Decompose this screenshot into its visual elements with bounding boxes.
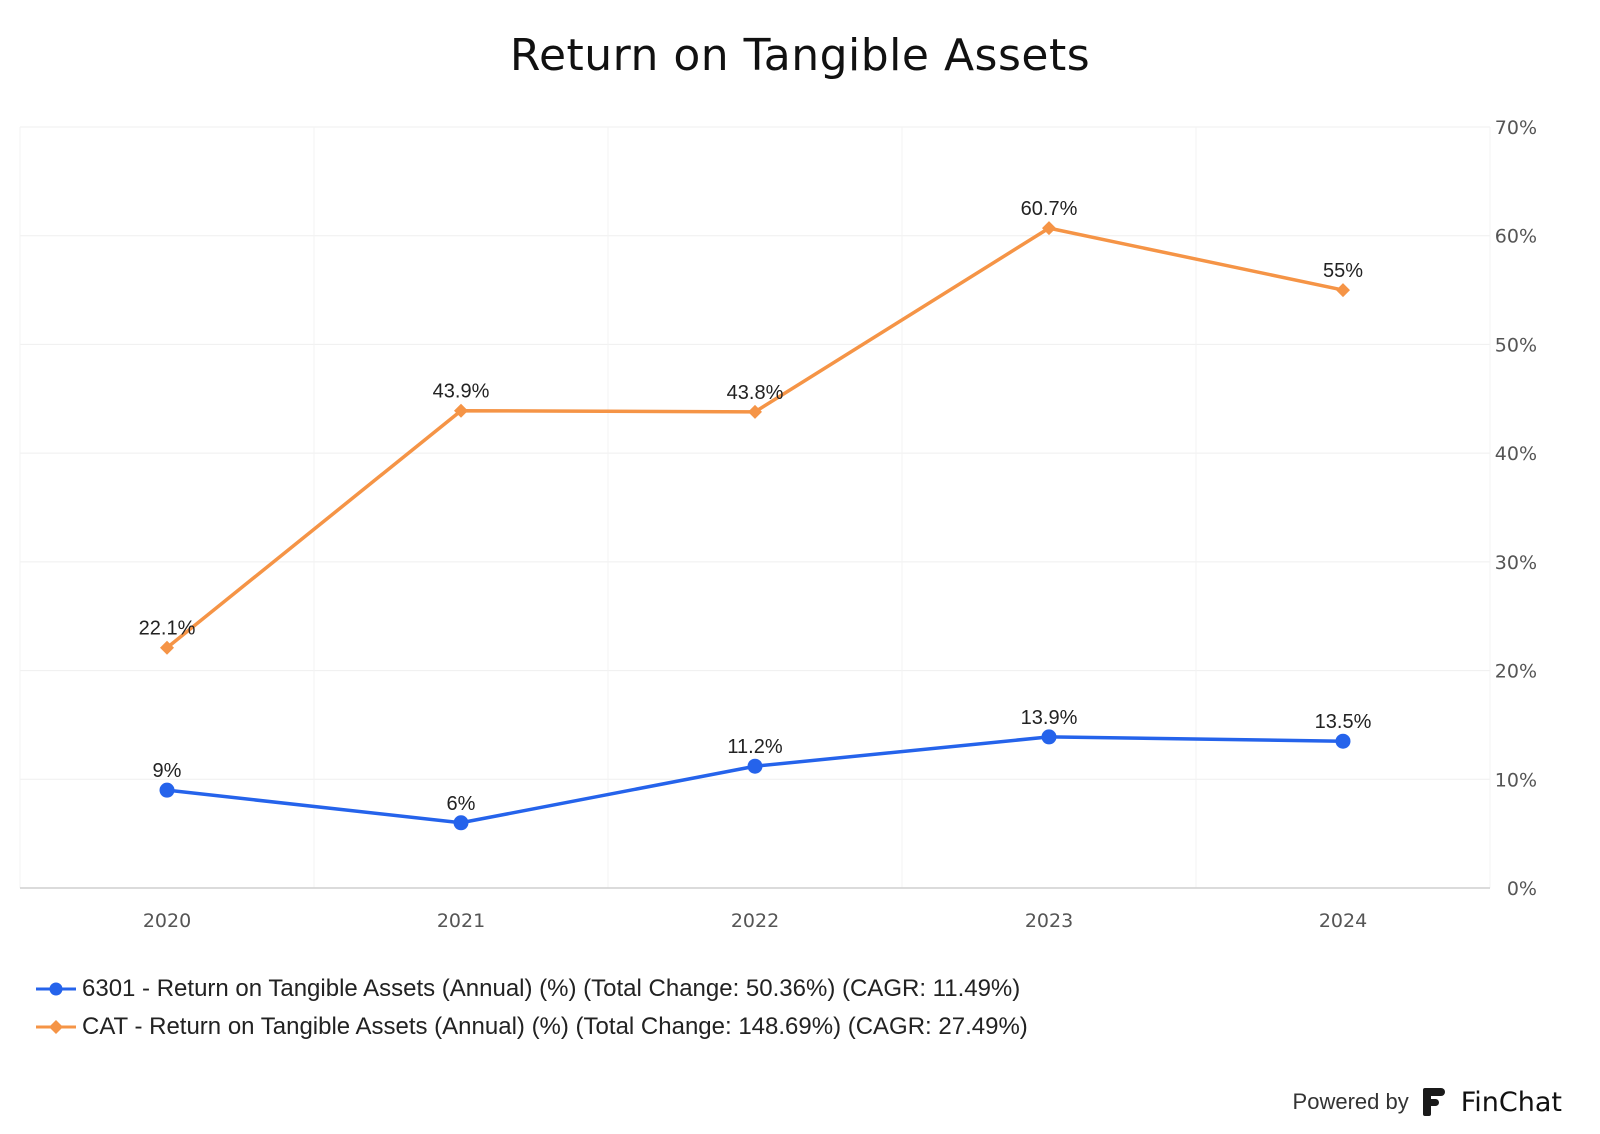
powered-by-label: Powered by <box>1292 1089 1409 1114</box>
y-tick-label: 40% <box>1495 443 1537 465</box>
data-label-1: 60.7% <box>1021 198 1078 220</box>
data-label-0: 13.5% <box>1315 711 1372 733</box>
legend-item-6301[interactable]: 6301 - Return on Tangible Assets (Annual… <box>36 970 1028 1008</box>
line-chart: 0% 10% 20% 30% 40% 50% 60% 70% 2020 2021 2022 2023 2… <box>19 117 1537 932</box>
data-label-1: 22.1% <box>139 618 196 640</box>
series-line-1 <box>165 226 1344 650</box>
y-tick-label: 10% <box>1495 769 1537 791</box>
data-label-1: 43.8% <box>727 382 784 404</box>
data-point-0[interactable] <box>747 758 763 774</box>
data-label-0: 9% <box>153 760 182 782</box>
y-tick-label: 60% <box>1495 226 1537 248</box>
data-label-0: 11.2% <box>727 736 782 758</box>
legend-swatch-6301 <box>36 982 76 996</box>
data-label-1: 55% <box>1323 260 1363 282</box>
data-point-1[interactable] <box>1042 221 1056 236</box>
y-tick-label: 50% <box>1495 334 1537 356</box>
chart-legend: 6301 - Return on Tangible Assets (Annual… <box>36 970 1028 1046</box>
powered-by-finchat[interactable]: Powered by FinChat <box>1293 1086 1562 1118</box>
data-point-1[interactable] <box>1336 283 1350 298</box>
x-tick-label: 2020 <box>143 910 191 932</box>
data-point-1[interactable] <box>160 640 174 655</box>
data-label-0: 13.9% <box>1021 707 1078 729</box>
legend-label-cat: CAT - Return on Tangible Assets (Annual)… <box>82 1013 1028 1040</box>
y-tick-label: 30% <box>1495 552 1537 574</box>
legend-swatch-cat <box>36 1020 76 1034</box>
x-tick-label: 2021 <box>437 910 485 932</box>
x-tick-label: 2022 <box>731 910 779 932</box>
y-tick-label: 70% <box>1495 117 1537 139</box>
y-tick-label: 20% <box>1495 661 1537 683</box>
x-tick-label: 2023 <box>1025 910 1073 932</box>
data-point-1[interactable] <box>454 403 468 418</box>
data-point-0[interactable] <box>453 815 469 831</box>
data-label-1: 43.9% <box>433 381 490 403</box>
finchat-brand-name: FinChat <box>1460 1086 1562 1118</box>
chart-title: Return on Tangible Assets <box>509 30 1091 81</box>
data-label-0: 6% <box>447 793 476 815</box>
y-tick-label: 0% <box>1507 878 1537 900</box>
legend-item-cat[interactable]: CAT - Return on Tangible Assets (Annual)… <box>36 1008 1028 1046</box>
data-point-0[interactable] <box>159 782 175 798</box>
data-point-0[interactable] <box>1041 729 1057 745</box>
x-tick-label: 2024 <box>1319 910 1367 932</box>
legend-label-6301: 6301 - Return on Tangible Assets (Annual… <box>82 975 1021 1002</box>
data-point-1[interactable] <box>748 404 762 419</box>
finchat-logo-icon <box>1422 1088 1445 1116</box>
data-point-0[interactable] <box>1335 733 1351 749</box>
